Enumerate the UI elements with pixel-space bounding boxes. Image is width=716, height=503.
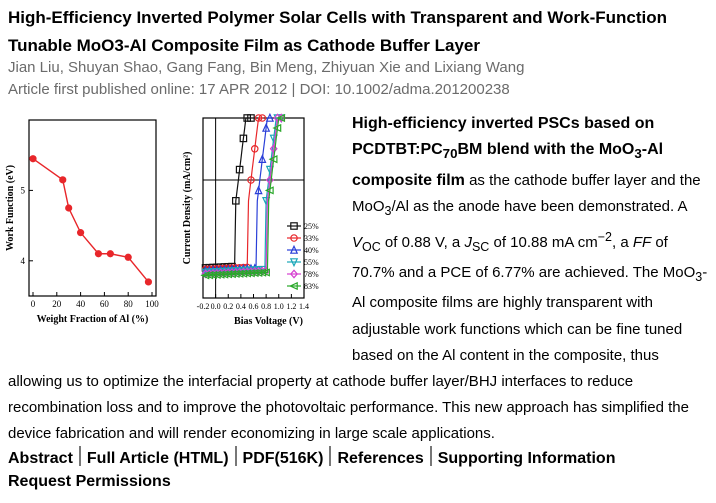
- chart2-data-point: [215, 270, 225, 279]
- chart1-x-tick-label: 20: [52, 299, 62, 309]
- chart2-x-tick-label: 0.0: [211, 302, 221, 311]
- chart2-y-axis-label: Current Density (mA/cm²): [182, 152, 193, 265]
- chart2-data-point: [247, 176, 255, 184]
- article-authors: Jian Liu, Shuyan Shao, Gang Fang, Bin Me…: [8, 59, 525, 76]
- chart1-frame: [28, 119, 157, 297]
- chart1-data-point: [94, 250, 103, 258]
- chart1-x-tick-label: 80: [124, 299, 134, 309]
- abstract-highlight: High-efficiency inverted PSCs based on P…: [352, 115, 664, 189]
- chart1-y-tick-label: 4: [21, 256, 26, 266]
- chart2-x-tick-label: 1.2: [286, 302, 296, 311]
- chart2-data-point: [265, 175, 274, 185]
- chart2-data-point: [226, 269, 236, 279]
- chart1-data-point: [29, 155, 37, 163]
- link-separator: [329, 446, 332, 466]
- chart2-data-point: [235, 165, 244, 174]
- figure-float-spacer: [8, 111, 352, 344]
- chart2-data-point: [249, 268, 259, 278]
- chart1-x-tick-label: 60: [100, 299, 110, 309]
- chart2-legend-label: 33%: [304, 234, 319, 243]
- chart2-x-tick-label: 0.8: [261, 302, 271, 311]
- chart2-legend-label: 83%: [304, 282, 319, 291]
- chart2-data-point: [254, 114, 263, 122]
- chart2-data-point: [232, 196, 240, 205]
- chart2-data-point: [264, 186, 274, 195]
- supporting-info-link[interactable]: Supporting Information: [437, 450, 616, 467]
- chart2-data-point: [258, 114, 267, 122]
- chart1-data-point: [106, 250, 114, 258]
- chart1-data-point: [65, 204, 73, 212]
- chart2-legend-marker: [289, 244, 299, 254]
- chart1-x-tick-label: 100: [145, 299, 159, 309]
- chart2-data-point: [230, 269, 240, 279]
- publication-info: Article first published online: 17 APR 2…: [8, 81, 510, 98]
- chart1-data-point: [59, 176, 67, 184]
- chart1-data-point: [124, 253, 132, 261]
- chart2-data-point: [261, 122, 271, 132]
- chart2-data-point: [272, 123, 282, 133]
- chart2-data-point: [260, 268, 270, 277]
- chart2-x-tick-label: -0.2: [197, 302, 210, 311]
- pdf-link[interactable]: PDF(516K): [242, 450, 324, 467]
- chart1-data-point: [144, 278, 153, 286]
- references-link[interactable]: References: [337, 450, 424, 467]
- chart2-data-point: [247, 114, 255, 122]
- chart2-data-point: [269, 144, 278, 154]
- article-links-bar: Abstract Full Article (HTML) PDF(516K) Refe…: [8, 446, 713, 493]
- chart1-x-tick-label: 0: [31, 299, 36, 309]
- chart2-legend-marker: [289, 258, 299, 268]
- chart2-legend-label: 40%: [304, 246, 319, 255]
- chart2-data-point: [219, 270, 229, 279]
- request-permissions-link[interactable]: Request Permissions: [8, 473, 171, 490]
- chart1-x-tick-label: 40: [76, 299, 86, 309]
- chart2-legend-marker: [290, 222, 298, 230]
- chart2-data-point: [238, 269, 248, 278]
- chart2-data-point: [239, 134, 248, 143]
- article-title[interactable]: High-Efficiency Inverted Polymer Solar C…: [8, 8, 668, 55]
- chart2-x-tick-label: 1.0: [274, 302, 284, 311]
- chart2-data-point: [204, 271, 214, 280]
- link-separator: [78, 446, 81, 466]
- chart2-legend-marker: [290, 234, 298, 242]
- chart2-legend-label: 25%: [304, 222, 319, 231]
- chart2-data-point: [223, 270, 233, 279]
- chart2-legend-label: 78%: [304, 270, 319, 279]
- chart2-data-point: [200, 271, 210, 280]
- chart2-data-point: [245, 269, 255, 278]
- chart2-data-point: [265, 112, 275, 122]
- chart2-data-point: [268, 155, 278, 164]
- figure-svg: 0 20 40 60 80 100 4 5 Weight Fraction of Al (%) W…: [5, 112, 319, 327]
- abstract-link[interactable]: Abstract: [8, 450, 73, 467]
- chart2-legend-marker: [288, 281, 298, 291]
- chart2-legend-marker: [290, 269, 298, 279]
- chart1-y-axis-label: Work Function (eV): [5, 165, 16, 251]
- chart2-x-tick-label: 0.4: [236, 302, 246, 311]
- chart2-data-point: [250, 144, 259, 153]
- graphical-abstract-figure: 0 20 40 60 80 100 4 5 Weight Fraction of Al (%) W…: [4, 108, 350, 346]
- chart2-x-tick-label: 1.4: [299, 302, 309, 311]
- chart2-data-point: [234, 269, 244, 278]
- chart2-data-point: [253, 268, 263, 277]
- chart1-x-axis-label: Weight Fraction of Al (%): [37, 314, 149, 325]
- chart1-data-point: [77, 229, 85, 237]
- link-separator: [234, 446, 237, 466]
- chart2-data-point: [257, 268, 267, 277]
- chart2-legend-label: 55%: [304, 258, 319, 267]
- abstract-text: High-efficiency inverted PSCs based on P…: [8, 111, 713, 448]
- chart1-y-tick-label: 5: [21, 185, 26, 195]
- chart2-data-point: [254, 185, 263, 195]
- chart2-data-point: [211, 270, 221, 279]
- link-separator: [429, 446, 432, 466]
- chart2-data-point: [242, 269, 251, 278]
- chart2-data-point: [258, 154, 267, 164]
- chart2-data-point: [207, 270, 217, 280]
- chart2-x-tick-label: 0.6: [249, 302, 259, 311]
- full-article-link[interactable]: Full Article (HTML): [86, 450, 229, 467]
- chart2-x-tick-label: 0.2: [223, 302, 233, 311]
- chart2-data-point: [276, 113, 286, 123]
- chart2-x-axis-label: Bias Voltage (V): [234, 316, 303, 327]
